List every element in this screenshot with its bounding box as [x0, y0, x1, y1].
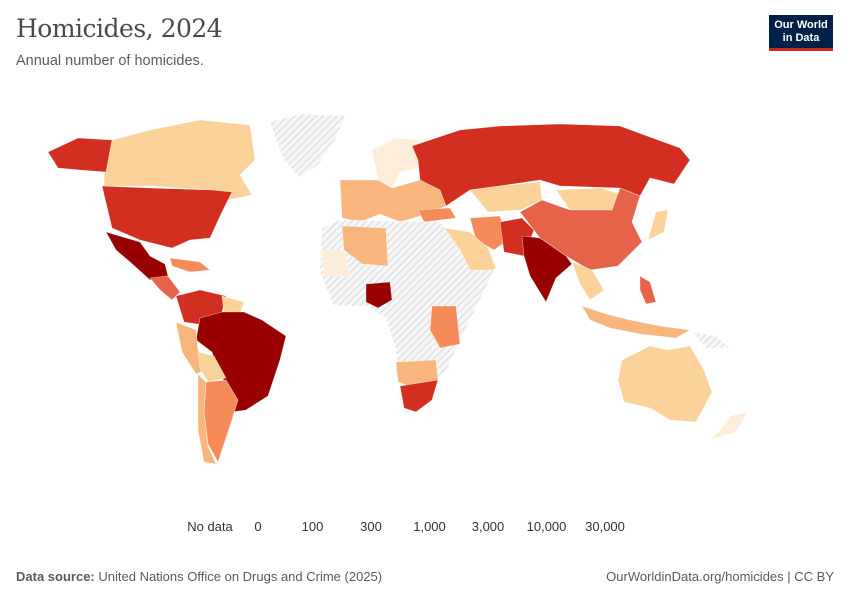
region-canada[interactable] — [103, 119, 256, 201]
legend-threshold-label: 30,000 — [585, 519, 625, 534]
chart-title: Homicides, 2024 — [16, 14, 223, 43]
region-greenland[interactable] — [269, 113, 346, 179]
region-japan[interactable] — [647, 209, 669, 241]
region-philippines[interactable] — [639, 275, 657, 305]
region-australia[interactable] — [617, 345, 713, 423]
region-east-africa[interactable] — [429, 305, 461, 349]
world-map[interactable] — [0, 90, 850, 510]
legend-threshold-label: 300 — [360, 519, 382, 534]
region-brazil[interactable] — [195, 311, 287, 413]
region-png[interactable] — [691, 331, 731, 349]
region-new-zealand[interactable] — [709, 411, 749, 441]
region-alaska[interactable] — [47, 137, 113, 173]
region-western-sahara[interactable] — [321, 249, 351, 277]
license-link[interactable]: OurWorldinData.org/homicides | CC BY — [606, 569, 834, 584]
region-caribbean[interactable] — [169, 257, 211, 273]
region-chile[interactable] — [197, 373, 217, 465]
region-turkey[interactable] — [417, 207, 457, 223]
region-nigeria[interactable] — [365, 281, 393, 309]
region-bolivia[interactable] — [197, 351, 227, 383]
chart-subtitle: Annual number of homicides. — [16, 53, 204, 69]
data-source-text: United Nations Office on Drugs and Crime… — [98, 569, 383, 584]
legend-threshold-label: 10,000 — [526, 519, 567, 534]
region-indonesia[interactable] — [581, 305, 691, 339]
region-india[interactable] — [521, 235, 573, 303]
legend-threshold-label: 0 — [254, 519, 262, 534]
legend-threshold-label: 3,000 — [471, 519, 505, 534]
region-se-asia[interactable] — [571, 261, 605, 301]
region-south-africa[interactable] — [399, 379, 439, 413]
data-source[interactable]: Data source: United Nations Office on Dr… — [16, 569, 382, 584]
region-russia[interactable] — [411, 123, 691, 207]
region-mongolia[interactable] — [555, 187, 621, 211]
legend-threshold-label: 100 — [301, 519, 324, 534]
legend-threshold-label: 1,000 — [413, 519, 446, 534]
region-guianas[interactable] — [221, 295, 245, 315]
owid-logo[interactable]: Our World in Data — [769, 15, 833, 51]
region-algeria[interactable] — [341, 225, 389, 267]
region-central-america[interactable] — [149, 275, 181, 301]
legend-no-data-label: No data — [187, 519, 233, 534]
region-usa[interactable] — [101, 185, 233, 249]
data-source-label: Data source: — [16, 569, 95, 584]
